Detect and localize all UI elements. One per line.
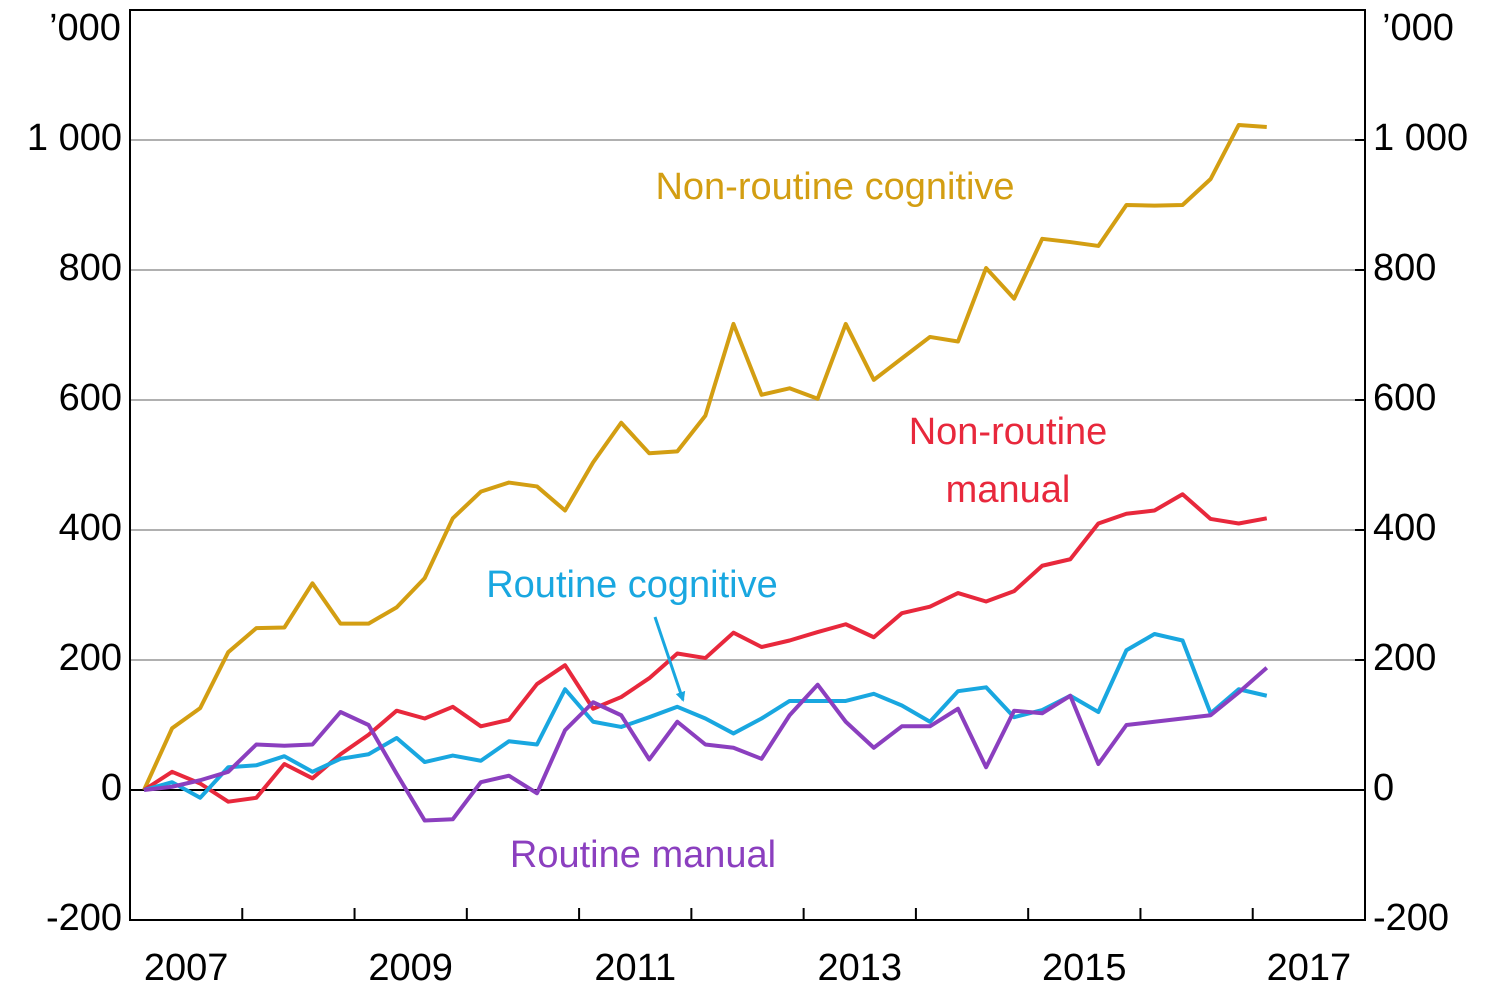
y2-tick-label: 200 (1373, 637, 1436, 679)
y2-tick-label: 400 (1373, 507, 1436, 549)
y-tick-label: 600 (59, 377, 122, 419)
y-tick-label: 200 (59, 637, 122, 679)
series-line (142, 123, 1267, 791)
y-tick-label: 1 000 (27, 117, 122, 159)
y2-tick-label: 600 (1373, 377, 1436, 419)
x-tick-label: 2007 (144, 947, 229, 989)
y-tick-label: 400 (59, 507, 122, 549)
y2-tick-label: 800 (1373, 247, 1436, 289)
y-unit: ’000 (49, 7, 121, 49)
series-label: Routine manual (509, 834, 777, 876)
y2-tick-label: -200 (1373, 897, 1449, 939)
y-tick-label: -200 (46, 897, 122, 939)
y2-tick-label: 0 (1373, 767, 1394, 809)
plot-frame (129, 9, 1366, 921)
y-tick-label: 800 (59, 247, 122, 289)
x-tick-label: 2009 (368, 947, 453, 989)
annotation-arrow (653, 616, 686, 702)
x-tick-label: 2011 (594, 947, 676, 989)
series-line (143, 666, 1269, 823)
x-tick-label: 2013 (817, 947, 902, 989)
y2-unit: ’000 (1382, 7, 1454, 49)
y-tick-label: 0 (101, 767, 122, 809)
series-line (143, 632, 1268, 800)
x-tick-label: 2017 (1267, 947, 1352, 989)
series-label: Non-routine cognitive (655, 166, 1015, 208)
series-label: Non-routine manual (908, 411, 1108, 511)
y2-tick-label: 1 000 (1373, 117, 1468, 159)
x-tick-label: 2015 (1042, 947, 1127, 989)
series-line (142, 492, 1268, 804)
series-label: Routine cognitive (486, 564, 778, 606)
